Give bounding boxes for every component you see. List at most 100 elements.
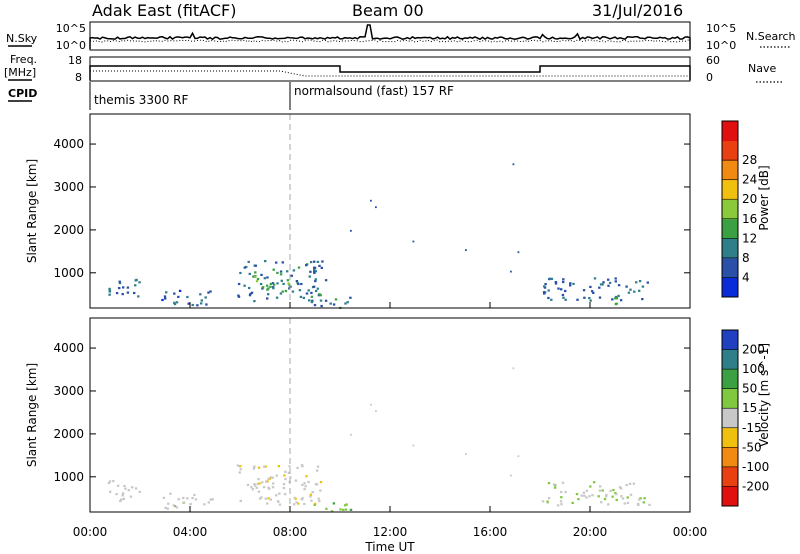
power-cell [314,270,317,273]
date-title: 31/Jul/2016 [592,1,683,20]
time-xaxis: 00:00 04:00 08:00 12:00 16:00 20:00 00:00 [73,302,708,539]
power-cell [305,264,308,267]
velocity-cell [167,502,170,505]
power-cell [272,268,275,271]
power-cell [316,260,320,263]
velocity-cell [637,503,640,506]
velocity-cell [611,495,614,498]
velocity-cell [134,487,138,490]
velocity-cell [112,479,115,483]
power-cell [313,260,316,263]
velocity-cell [547,497,551,500]
power-cell [305,292,309,295]
power-cell [135,278,138,281]
power-cell [118,282,122,285]
power-cell [269,285,272,288]
velocity-cell [547,482,551,485]
power-cell [554,282,558,285]
nsky-tick-top: 10^5 [56,22,86,35]
velocity-cell [592,481,596,484]
velocity-cell [300,498,303,501]
velocity-cell [623,502,626,505]
velocity-cell [257,466,261,469]
power-cell [297,282,300,286]
power-cell [300,282,303,286]
power-cell [200,302,203,305]
colorbar-segment [722,369,738,390]
power-cell [318,264,321,267]
power-cell [275,296,279,299]
xtick-label: 08:00 [273,525,308,539]
velocity-panel-frame [89,317,691,513]
velocity-cell [609,489,612,492]
xaxis-label: Time UT [364,540,415,554]
velocity-cell [585,489,589,492]
velocity-cell [370,403,372,406]
power-cell [599,283,603,286]
xtick-label: 00:00 [673,525,708,539]
velocity-cell [316,465,320,468]
velocity-cell [582,491,586,494]
velocity-cell [277,465,281,468]
velocity-cell [275,474,278,477]
power-cell [554,281,558,284]
power-cell [288,287,291,290]
power-cell [173,292,176,295]
power-cell [510,270,512,273]
velocity-cell [620,495,623,498]
power-cell [298,289,302,292]
nsearch-tick-bottom: 10^0 [706,39,736,52]
power-cell [562,296,565,299]
velocity-cell [258,497,262,500]
velocity-cell [278,503,282,506]
xtick-label: 20:00 [573,525,608,539]
power-cell [310,295,314,298]
power-cell [576,298,579,301]
power-cell [161,298,164,302]
velocity-cell [108,480,112,483]
power-cell [512,163,515,166]
velocity-cell [345,503,348,506]
power-cell [320,266,323,269]
velocity-cell [603,498,607,501]
power-cell [314,289,318,293]
velocity-cell [517,455,520,458]
power-cell [118,287,121,290]
power-cell [557,287,560,290]
colorbar-tick-label: -100 [742,460,769,474]
velocity-cell [553,486,557,489]
velocity-cell [313,503,316,506]
power-cell [267,287,270,290]
power-cell [329,302,332,305]
velocity-cell [278,492,281,495]
velocity-cell [296,466,299,469]
power-cell [617,294,620,297]
velocity-cell [310,499,313,502]
power-cell [266,297,269,300]
power-cell [256,277,260,281]
xtick-label: 12:00 [373,525,408,539]
power-cell [252,275,255,278]
velocity-cell [621,497,625,500]
velocity-cell [250,486,253,489]
velocity-cell [350,433,352,436]
velocity-cell [575,493,579,496]
velocity-cell [207,501,210,504]
cpid-mode-2: normalsound (fast) 157 RF [294,84,454,98]
velocity-cell [267,477,270,480]
ytick-label: 2000 [53,223,84,237]
velocity-cell [276,500,280,503]
velocity-cell [119,500,122,503]
power-cell [138,281,141,284]
nsky-label: N.Sky [6,32,38,45]
colorbar-tick-label: 4 [742,270,750,284]
power-cell [561,293,565,297]
power-cell [264,260,267,263]
colorbar-tick-label: 20 [742,192,757,206]
power-cell [122,286,125,289]
power-cell [617,284,621,287]
power-panel-frame [89,113,691,309]
velocity-cell [109,490,112,493]
power-cell [260,273,263,276]
velocity-cell [236,464,240,467]
